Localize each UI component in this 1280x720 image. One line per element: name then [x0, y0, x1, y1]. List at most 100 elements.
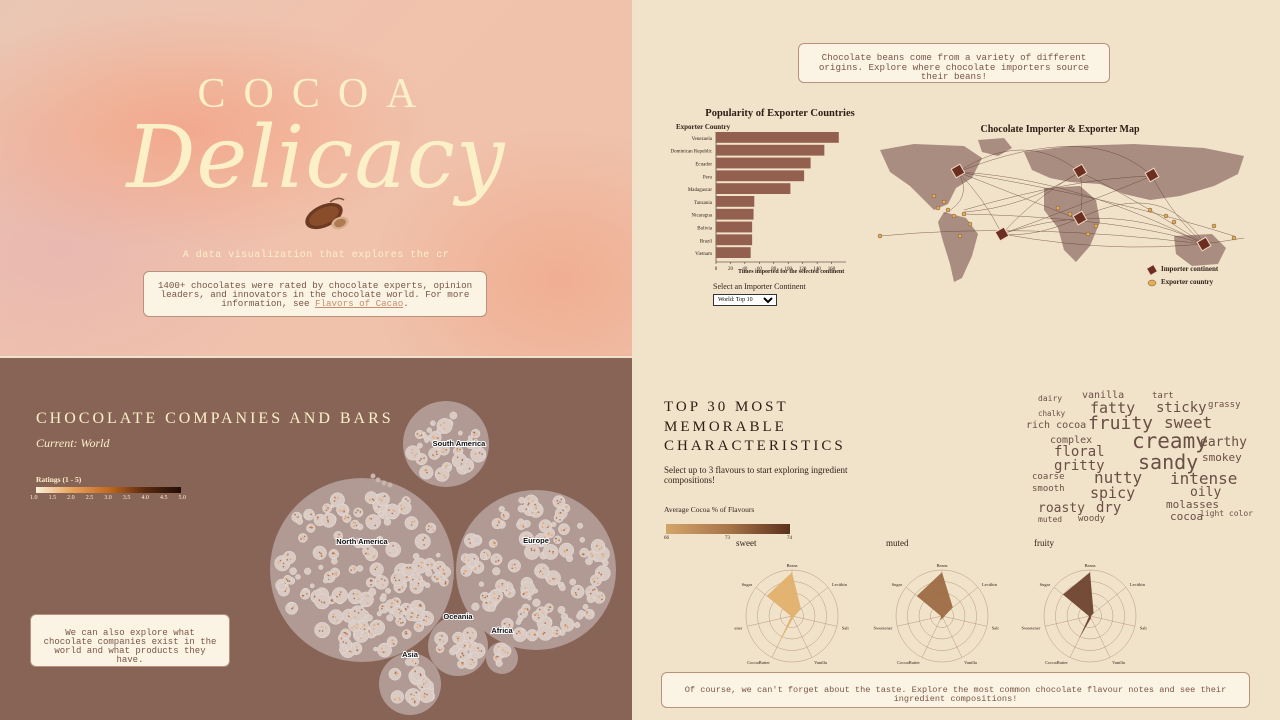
bar-dot	[503, 515, 506, 517]
flavour-word[interactable]: sweet	[1164, 413, 1213, 432]
flavour-word[interactable]: oily	[1190, 485, 1222, 500]
flavour-word[interactable]: roasty	[1038, 501, 1085, 516]
bar-dot	[602, 555, 604, 558]
bar-dot	[554, 537, 557, 540]
company-bubble	[439, 576, 449, 587]
bar-dot	[356, 623, 358, 626]
flavour-word[interactable]: dry	[1096, 500, 1122, 516]
bar-dot	[456, 449, 458, 452]
company-bubble	[331, 558, 338, 565]
bar-dot	[497, 597, 499, 600]
flavour-word[interactable]: floral	[1054, 444, 1105, 460]
radar-axis-label: Sugar	[1040, 582, 1051, 587]
bar-dot	[331, 599, 333, 601]
bar-dot	[468, 538, 470, 540]
flavour-word[interactable]: muted	[1038, 515, 1063, 524]
bar-dot	[441, 648, 443, 651]
flavour-word[interactable]: vanilla	[1082, 390, 1125, 401]
flavour-word[interactable]: cocoa	[1170, 510, 1204, 523]
bar-dot	[437, 567, 439, 570]
bar-dot	[519, 632, 522, 634]
bar-dot	[423, 692, 426, 695]
radar-axis-label: Beans	[937, 563, 948, 568]
flavour-word[interactable]: spicy	[1090, 484, 1136, 502]
bar-dot	[416, 626, 419, 629]
bar-dot	[494, 544, 496, 547]
bar-dot	[382, 496, 385, 498]
flavour-word[interactable]: sandy	[1138, 450, 1199, 474]
bar-dot	[548, 608, 550, 611]
bar-dot	[420, 566, 423, 569]
bar-dot	[318, 599, 321, 601]
flavour-word[interactable]: earthy	[1200, 435, 1247, 450]
bar-dot	[462, 654, 465, 657]
bar-x-tick: 40	[742, 267, 748, 272]
bar-dot	[586, 611, 588, 613]
bar-dot	[339, 594, 341, 597]
company-bubble	[493, 653, 502, 663]
bar-dot	[350, 569, 352, 571]
bar-dot	[404, 607, 407, 610]
flavour-word[interactable]: fatty	[1090, 399, 1136, 417]
flavour-word[interactable]: molasses	[1166, 498, 1219, 511]
bar-label: Brazil	[700, 239, 713, 244]
flavour-word[interactable]: coarse	[1032, 472, 1065, 482]
flavour-word[interactable]: woody	[1078, 514, 1106, 524]
bar-dot	[527, 609, 529, 611]
bar-chart-xlabel: Times imported for the selected continen…	[738, 269, 845, 275]
flavour-word[interactable]: grassy	[1208, 400, 1241, 410]
continent-label: South America	[433, 439, 486, 448]
flavour-word[interactable]: smokey	[1202, 451, 1242, 464]
bar-dot	[336, 595, 338, 598]
company-bubble	[582, 604, 589, 610]
company-bubble	[577, 522, 584, 529]
bar-dot	[463, 572, 465, 575]
flavors-of-cacao-link[interactable]: Flavors of Cacao	[315, 298, 404, 309]
bar-dot	[563, 550, 566, 552]
flavour-word[interactable]: chalky	[1038, 409, 1066, 418]
continent-select[interactable]: World: Top 10	[713, 294, 777, 306]
flavour-word[interactable]: light color	[1200, 509, 1253, 518]
bar-dot	[348, 612, 350, 614]
bar-dot	[420, 457, 422, 460]
bar-dot	[336, 537, 339, 539]
company-bubble	[428, 431, 442, 444]
bar-dot	[334, 616, 337, 618]
company-bubble	[585, 585, 599, 599]
flavour-word[interactable]: dairy	[1038, 394, 1063, 403]
bar-dot	[476, 445, 479, 448]
company-bubble	[314, 622, 331, 639]
bar-dot	[403, 631, 406, 633]
company-bubble	[295, 574, 301, 580]
company-bubble	[590, 539, 606, 554]
flavour-word[interactable]: nutty	[1094, 468, 1143, 487]
bar-dot	[360, 608, 363, 611]
flavour-word[interactable]: creamy	[1132, 429, 1208, 453]
bar-dot	[342, 641, 345, 643]
flavour-word[interactable]: sticky	[1156, 400, 1207, 416]
flavour-radar-charts: sweet Beans Lecithin Salt Vanilla CocoaButter…	[734, 538, 1147, 665]
bar-dot	[309, 526, 311, 529]
bar-dot	[531, 511, 534, 514]
radar-axis-label: Sweetener	[874, 625, 893, 630]
company-bubble	[602, 559, 609, 567]
flavour-word[interactable]: smooth	[1032, 484, 1065, 494]
rating-tick: 2.0	[67, 495, 75, 501]
bar-dot	[313, 596, 316, 598]
bar-dot	[391, 512, 394, 515]
company-bubble	[365, 577, 376, 588]
flavour-word[interactable]: intense	[1170, 469, 1238, 488]
bar-ecuador	[716, 157, 811, 169]
bar-dot	[377, 580, 379, 583]
bar-dot	[353, 625, 355, 627]
bar-dot	[277, 561, 280, 564]
bar-dot	[463, 569, 466, 572]
flavour-word[interactable]: fruity	[1088, 413, 1154, 434]
flavour-word[interactable]: complex	[1050, 435, 1093, 446]
bar-dot	[393, 510, 396, 512]
company-bubble	[390, 571, 405, 587]
flavour-word[interactable]: tart	[1152, 391, 1174, 401]
flavour-word[interactable]: gritty	[1054, 458, 1105, 474]
radar-axis-label: Vanilla	[1112, 660, 1125, 665]
flavour-word[interactable]: rich cocoa	[1026, 420, 1087, 431]
